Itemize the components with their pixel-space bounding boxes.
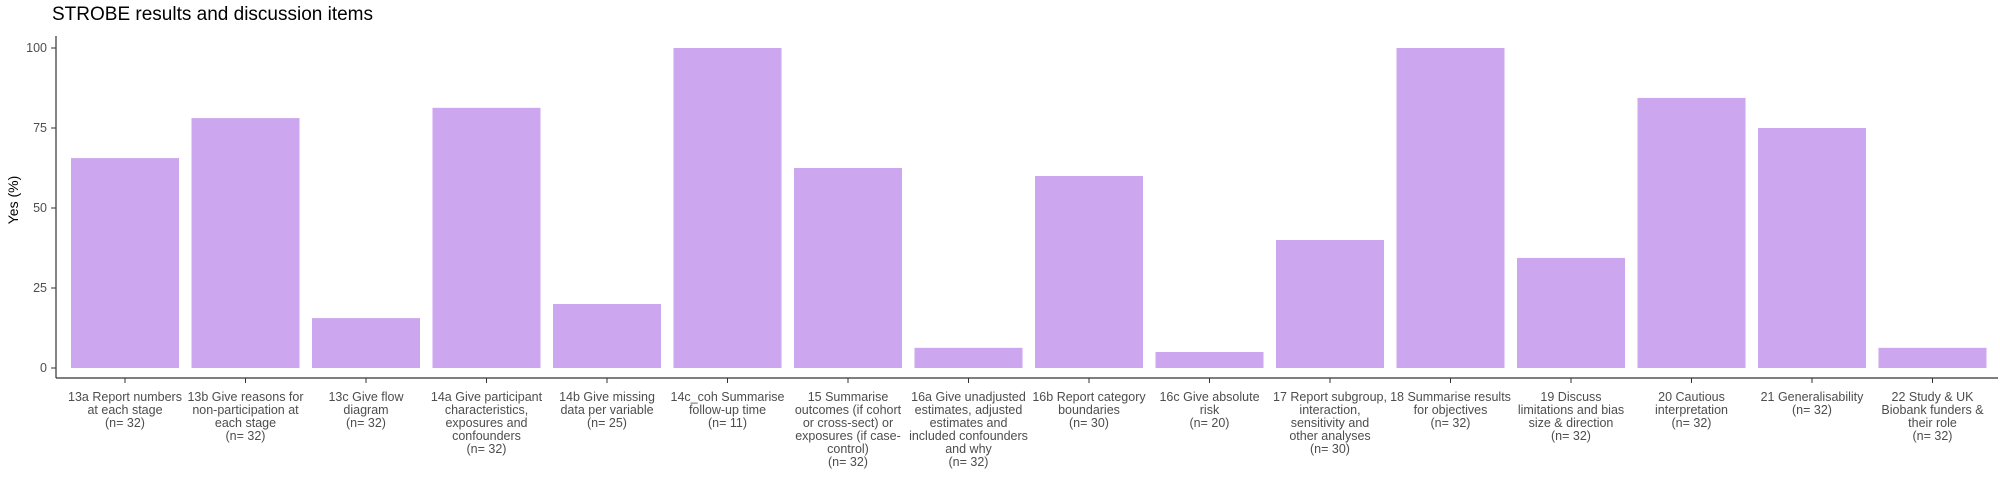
y-ticks: 0 25 50 75 100 — [26, 41, 56, 375]
x-tick-label: 13c Give flow diagram (n= 32) — [328, 390, 404, 430]
x-tick-label: 16b Report category boundaries (n= 30) — [1032, 390, 1146, 430]
x-tick-label: 14b Give missing data per variable (n= 2… — [559, 390, 655, 430]
bar — [1155, 352, 1264, 368]
x-tick-label: 16a Give unadjusted estimates, adjusted … — [909, 390, 1028, 469]
bar — [191, 118, 300, 368]
y-tick-label: 50 — [33, 201, 47, 215]
y-tick-label: 100 — [26, 41, 47, 55]
bar — [1758, 128, 1866, 368]
bar — [1276, 240, 1384, 368]
x-tick-label: 22 Study & UK Biobank funders & their ro… — [1881, 390, 1984, 443]
y-tick-label: 25 — [33, 281, 47, 295]
x-tick-label: 14a Give participant characteristics, ex… — [430, 390, 543, 456]
bar — [1637, 97, 1746, 369]
x-tick-label: 21 Generalisability (n= 32) — [1760, 390, 1864, 417]
x-tick-label: 13a Report numbers at each stage (n= 32) — [68, 390, 182, 430]
bar — [1517, 257, 1625, 368]
y-tick-label: 75 — [33, 121, 47, 135]
x-tick-label: 14c_coh Summarise follow-up time (n= 11) — [670, 390, 785, 430]
bars-group — [71, 48, 1987, 369]
bar — [914, 347, 1023, 368]
bar — [432, 107, 541, 368]
x-tick-label: 13b Give reasons for non-participation a… — [187, 390, 304, 443]
x-tick-label: 20 Cautious interpretation (n= 32) — [1655, 390, 1728, 430]
x-tick-label: 17 Report subgroup, interaction, sensiti… — [1273, 390, 1387, 456]
bar — [312, 318, 420, 368]
y-tick-label: 0 — [40, 361, 47, 375]
x-tick-label: 16c Give absolute risk (n= 20) — [1159, 390, 1260, 430]
y-axis-title: Yes (%) — [5, 176, 21, 225]
bar — [1878, 347, 1987, 368]
bar — [673, 48, 782, 368]
bar — [794, 168, 902, 368]
bar — [1396, 48, 1505, 368]
bar — [1035, 176, 1143, 368]
x-tick-label: 18 Summarise results for objectives (n= … — [1390, 390, 1511, 430]
x-ticks — [124, 378, 1933, 383]
bar — [71, 158, 179, 368]
bar — [553, 304, 661, 368]
x-tick-label: 15 Summarise outcomes (if cohort or cros… — [794, 390, 902, 469]
chart-title: STROBE results and discussion items — [52, 4, 374, 25]
x-tick-label: 19 Discuss limitations and bias size & d… — [1517, 390, 1625, 443]
